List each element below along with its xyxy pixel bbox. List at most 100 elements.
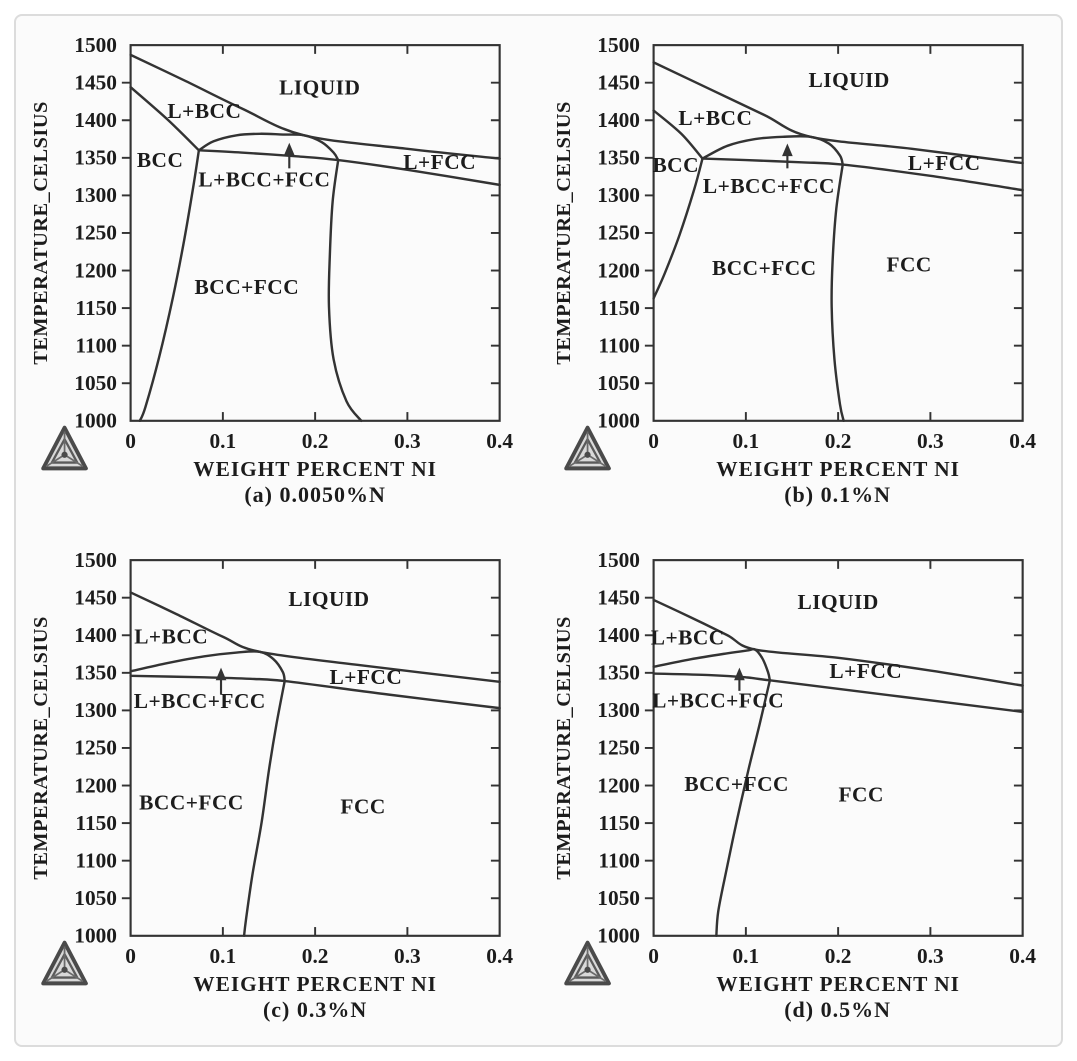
- logo-inner-triangle: [50, 952, 79, 979]
- phase-boundary-fcc-left-solvus: [242, 679, 286, 937]
- region-label: L+BCC: [678, 106, 752, 130]
- phase-boundary-liquidus: [651, 598, 1024, 687]
- phase-diagram-panel-b: 1000 1050 1100 1150 1200 1250 1300 1350 1400 1450…: [539, 16, 1062, 531]
- y-axis-tick-label: 1200: [74, 773, 117, 797]
- x-axis-tick-label: 0.1: [210, 943, 237, 967]
- logo-center-dot: [583, 966, 591, 973]
- region-label: L+BCC+FCC: [652, 688, 784, 712]
- y-axis-tick-label: 1450: [597, 70, 640, 94]
- logo-inner-triangle: [573, 952, 601, 979]
- panel-caption-a: (a) 0.0050%N: [244, 482, 386, 508]
- y-axis-tick-label: 1350: [74, 146, 117, 170]
- region-label: L+BCC: [650, 625, 724, 649]
- region-label: BCC+FCC: [684, 771, 789, 795]
- x-axis-tick-label: 0: [648, 943, 659, 967]
- phase-boundary-three-phase-top: [651, 647, 771, 682]
- region-label: FCC: [340, 794, 385, 818]
- axes-frame: [129, 558, 501, 937]
- y-axis-tick-label: 1350: [597, 146, 640, 170]
- axes-frame: [652, 44, 1024, 422]
- phase-boundary-solvus-flat: [129, 674, 501, 709]
- y-axis-tick-label: 1100: [75, 333, 117, 357]
- phase-boundary-fcc-left-solvus: [327, 158, 363, 423]
- region-label: L+BCC+FCC: [702, 174, 834, 198]
- y-axis-tick-label: 1350: [74, 660, 117, 684]
- axes-frame: [652, 558, 1024, 937]
- phase-diagram-plot-c: 1000 1050 1100 1150 1200 1250 1300 1350 1400 1450…: [30, 547, 513, 996]
- logo-inner-triangle: [50, 438, 79, 464]
- logo-spokes: [568, 431, 606, 468]
- phase-boundary-bcc-solidus: [129, 85, 201, 152]
- y-axis-tick-label: 1000: [597, 409, 640, 433]
- x-axis-tick-label: 0.3: [917, 943, 944, 967]
- x-axis-tick-label: 0.1: [732, 943, 759, 967]
- y-axis-tick-label: 1200: [597, 258, 640, 282]
- y-axis-tick-label: 1500: [597, 33, 640, 57]
- logo-spokes: [45, 945, 84, 982]
- x-axis-tick-label: 0.4: [1009, 429, 1036, 453]
- x-axis-title: WEIGHT PERCENT NI: [716, 457, 960, 481]
- y-axis-tick-label: 1500: [597, 547, 640, 571]
- phase-diagram-panel-d: 1000 1050 1100 1150 1200 1250 1300 1350 1400 1450…: [539, 531, 1062, 1046]
- y-axis-tick-label: 1100: [75, 848, 117, 872]
- x-axis-tick-label: 0.2: [302, 943, 329, 967]
- y-axis-tick-label: 1500: [74, 547, 117, 571]
- phase-boundary-fcc-left-solvus: [829, 163, 845, 423]
- y-axis-tick-label: 1250: [597, 221, 640, 245]
- phase-boundary-solvus-flat: [651, 671, 1024, 713]
- region-label: BCC: [137, 148, 184, 172]
- phase-boundary-three-phase-top: [700, 134, 844, 166]
- logo-spokes: [568, 945, 606, 982]
- region-label: L+BCC: [167, 99, 241, 123]
- y-axis-tick-label: 1050: [597, 886, 640, 910]
- phase-boundary-bcc-left-solvus: [651, 157, 704, 300]
- y-axis-tick-label: 1400: [597, 108, 640, 132]
- y-axis-tick-label: 1300: [597, 698, 640, 722]
- x-axis-tick-label: 0.1: [732, 429, 759, 453]
- panel-caption-b: (b) 0.1%N: [784, 482, 892, 508]
- composition-arrow-head: [733, 667, 745, 680]
- y-axis-tick-label: 1300: [74, 698, 117, 722]
- y-axis-title: TEMPERATURE_CELSIUS: [553, 616, 575, 880]
- panel-caption-d: (d) 0.5%N: [784, 996, 892, 1022]
- y-axis-tick-label: 1150: [598, 810, 640, 834]
- y-axis-tick-label: 1000: [74, 923, 117, 947]
- region-label: L+BCC: [134, 624, 208, 648]
- logo-center-dot: [583, 451, 591, 458]
- x-axis-tick-label: 0.2: [824, 429, 851, 453]
- y-axis-title: TEMPERATURE_CELSIUS: [30, 101, 52, 365]
- logo-inner-triangle: [573, 438, 601, 464]
- composition-arrow-head: [781, 143, 793, 157]
- x-axis-tick-label: 0: [648, 429, 659, 453]
- region-label: L+FCC: [907, 151, 980, 175]
- thermo-calc-triangle-logo-icon: [563, 940, 611, 985]
- y-axis-tick-label: 1100: [598, 333, 640, 357]
- y-axis-tick-label: 1150: [75, 296, 117, 320]
- x-axis-tick-label: 0.4: [486, 943, 513, 967]
- thermo-calc-triangle-logo-icon: [41, 940, 88, 985]
- phase-boundary-solvus-flat: [197, 149, 501, 187]
- region-label: LIQUID: [279, 76, 360, 100]
- y-axis-tick-label: 1100: [598, 848, 640, 872]
- y-axis-tick-label: 1150: [598, 296, 640, 320]
- region-label: L+FCC: [403, 150, 476, 174]
- x-axis-tick-label: 0.2: [824, 943, 851, 967]
- thermo-calc-triangle-logo-icon: [563, 425, 611, 471]
- x-axis-title: WEIGHT PERCENT NI: [193, 972, 437, 996]
- y-axis-tick-label: 1400: [74, 623, 117, 647]
- phase-diagram-panel-a: 1000 1050 1100 1150 1200 1250 1300 1350 1400 1450…: [16, 16, 539, 531]
- phase-boundary-liquidus: [651, 61, 1024, 165]
- phase-boundary-solvus-flat: [700, 157, 1024, 192]
- y-axis-tick-label: 1150: [75, 810, 117, 834]
- y-axis-tick-label: 1000: [74, 409, 117, 433]
- phase-diagram-plot-a: 1000 1050 1100 1150 1200 1250 1300 1350 1400 1450…: [30, 33, 513, 481]
- phase-boundary-liquidus: [129, 53, 501, 160]
- y-axis-tick-label: 1300: [74, 183, 117, 207]
- diagram-grid: 1000 1050 1100 1150 1200 1250 1300 1350 1400 1450…: [16, 16, 1061, 1045]
- y-axis-tick-label: 1350: [597, 660, 640, 684]
- phase-diagram-plot-d: 1000 1050 1100 1150 1200 1250 1300 1350 1400 1450…: [553, 547, 1036, 995]
- logo-center-dot: [61, 966, 68, 973]
- region-label: L+BCC+FCC: [198, 167, 330, 191]
- phase-boundary-bcc-left-solvus: [138, 149, 201, 423]
